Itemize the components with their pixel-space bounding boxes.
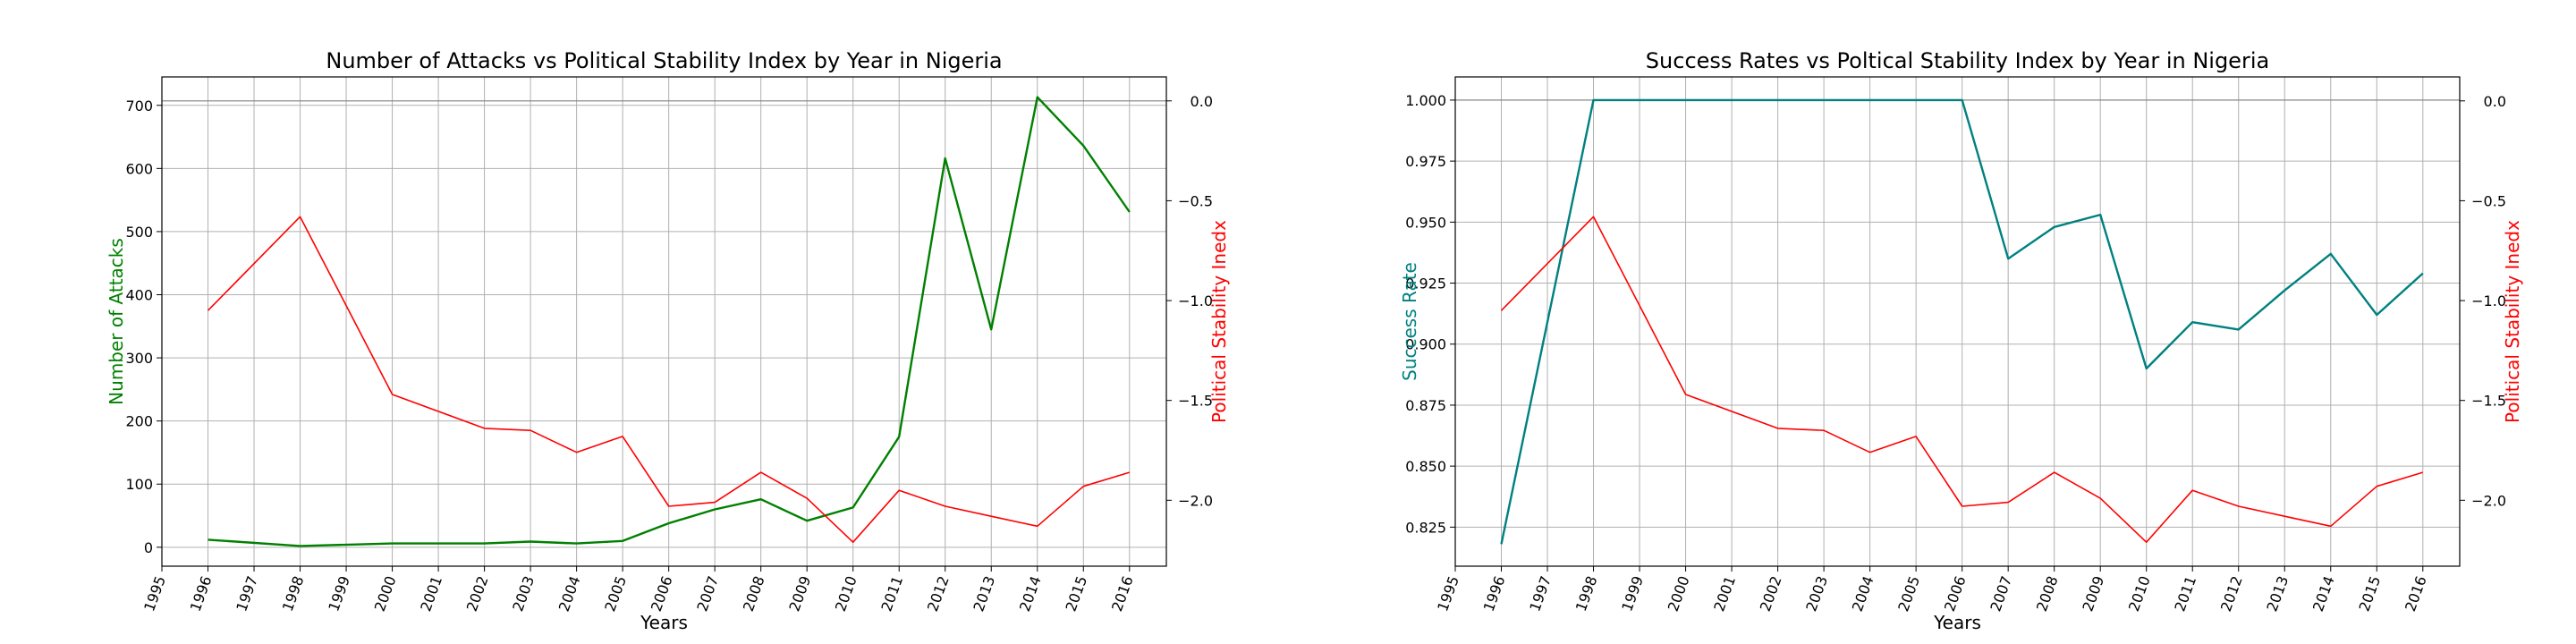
series-line-primary	[1500, 98, 2424, 545]
x-tick-label: 2000	[1665, 573, 1693, 614]
x-tick-label: 2007	[1987, 573, 2015, 614]
x-tick-label: 2012	[924, 573, 953, 614]
x-tick-label: 2011	[877, 573, 906, 614]
y2-tick-label: −2.0	[2471, 492, 2506, 509]
x-tick-label: 1999	[325, 573, 353, 614]
x-tick-label: 1998	[279, 573, 308, 614]
y2-tick-label: −1.5	[2471, 393, 2506, 410]
y-tick-label: 0.825	[1405, 519, 1446, 536]
x-tick-label: 2002	[463, 573, 492, 614]
x-tick-label: 1995	[140, 573, 169, 614]
x-tick-label: 2007	[693, 573, 722, 614]
y2-axis-label: Political Stability Inedx	[1208, 220, 1230, 423]
x-tick-label: 2009	[785, 573, 814, 614]
x-tick-label: 2010	[832, 573, 860, 614]
x-tick-label: 1996	[187, 573, 216, 614]
x-tick-label: 1995	[1434, 573, 1462, 614]
y2-axis-label: Political Stability Inedx	[2502, 220, 2523, 423]
y-tick-label: 0.975	[1405, 153, 1446, 170]
x-tick-label: 1997	[233, 573, 261, 614]
y-tick-label: 0.950	[1405, 214, 1446, 231]
y-tick-label: 200	[125, 413, 153, 430]
y-tick-label: 0.875	[1405, 397, 1446, 414]
y2-tick-label: −1.0	[1178, 292, 1213, 309]
series-line-political-stability	[207, 216, 1131, 544]
y-tick-label: 1.000	[1405, 92, 1446, 109]
y2-tick-label: −1.0	[2471, 292, 2506, 309]
x-tick-label: 2004	[555, 573, 584, 614]
x-tick-label: 1999	[1618, 573, 1647, 614]
x-tick-label: 2000	[371, 573, 400, 614]
x-axis-label: Years	[1933, 612, 1981, 633]
x-tick-label: 2003	[509, 573, 538, 614]
y-tick-label: 0.925	[1405, 275, 1446, 292]
chart-1: 1995 1996 1997 1998 1999 2000 2001 2002 2003 2004…	[106, 48, 1230, 633]
plot-frame	[161, 76, 1167, 567]
series-line-primary	[208, 96, 1131, 547]
x-tick-label: 2012	[2217, 573, 2246, 614]
x-tick-label: 2016	[2402, 573, 2430, 614]
x-tick-label: 2015	[1062, 573, 1090, 614]
x-tick-label: 2013	[2263, 573, 2292, 614]
y2-tick-label: −2.0	[1178, 492, 1213, 509]
y-axis-label: Number of Attacks	[106, 238, 127, 405]
x-tick-label: 2002	[1757, 573, 1785, 614]
x-tick-label: 2004	[1849, 573, 1877, 614]
y-tick-label: 0	[144, 539, 153, 556]
series-line-political-stability	[1500, 216, 2424, 544]
x-tick-label: 2008	[740, 573, 768, 614]
x-tick-label: 2005	[1894, 573, 1923, 614]
y2-tick-label: −0.5	[1178, 192, 1213, 209]
x-tick-label: 2001	[1710, 573, 1739, 614]
x-tick-label: 1997	[1526, 573, 1555, 614]
x-tick-label: 2014	[1016, 573, 1045, 614]
x-tick-label: 2016	[1108, 573, 1137, 614]
y-tick-label: 0.900	[1405, 336, 1446, 353]
x-tick-label: 2005	[601, 573, 630, 614]
x-tick-label: 2009	[2079, 573, 2107, 614]
y-tick-label: 500	[125, 224, 153, 241]
x-tick-label: 2010	[2125, 573, 2154, 614]
x-tick-label: 2011	[2171, 573, 2199, 614]
x-tick-label: 1998	[1572, 573, 1601, 614]
y-axis-label: Success Rate	[1399, 262, 1420, 381]
y2-tick-label: −0.5	[2471, 192, 2506, 209]
x-tick-label: 2003	[1802, 573, 1831, 614]
y2-tick-label: −1.5	[1178, 393, 1213, 410]
x-tick-label: 1996	[1480, 573, 1509, 614]
y2-tick-label: 0.0	[2484, 93, 2506, 110]
x-tick-label: 2008	[2033, 573, 2062, 614]
x-tick-label: 2014	[2309, 573, 2338, 614]
y-tick-label: 100	[125, 476, 153, 493]
x-tick-label: 2015	[2355, 573, 2384, 614]
x-tick-label: 2006	[1941, 573, 1970, 614]
y2-tick-label: 0.0	[1191, 93, 1213, 110]
x-tick-label: 2013	[970, 573, 998, 614]
x-tick-label: 2001	[417, 573, 445, 614]
plot-frame	[1454, 76, 2461, 567]
y-tick-label: 600	[125, 160, 153, 177]
chart-title: Number of Attacks vs Political Stability…	[326, 48, 1002, 73]
chart-title: Success Rates vs Poltical Stability Inde…	[1646, 48, 2269, 73]
y-tick-label: 700	[125, 97, 153, 114]
chart-2: 1995 1996 1997 1998 1999 2000 2001 2002 2003 2004…	[1399, 48, 2523, 633]
x-axis-label: Years	[640, 612, 688, 633]
y-tick-label: 400	[125, 287, 153, 304]
y-tick-label: 0.850	[1405, 458, 1446, 475]
x-tick-label: 2006	[648, 573, 676, 614]
y-tick-label: 300	[125, 350, 153, 367]
